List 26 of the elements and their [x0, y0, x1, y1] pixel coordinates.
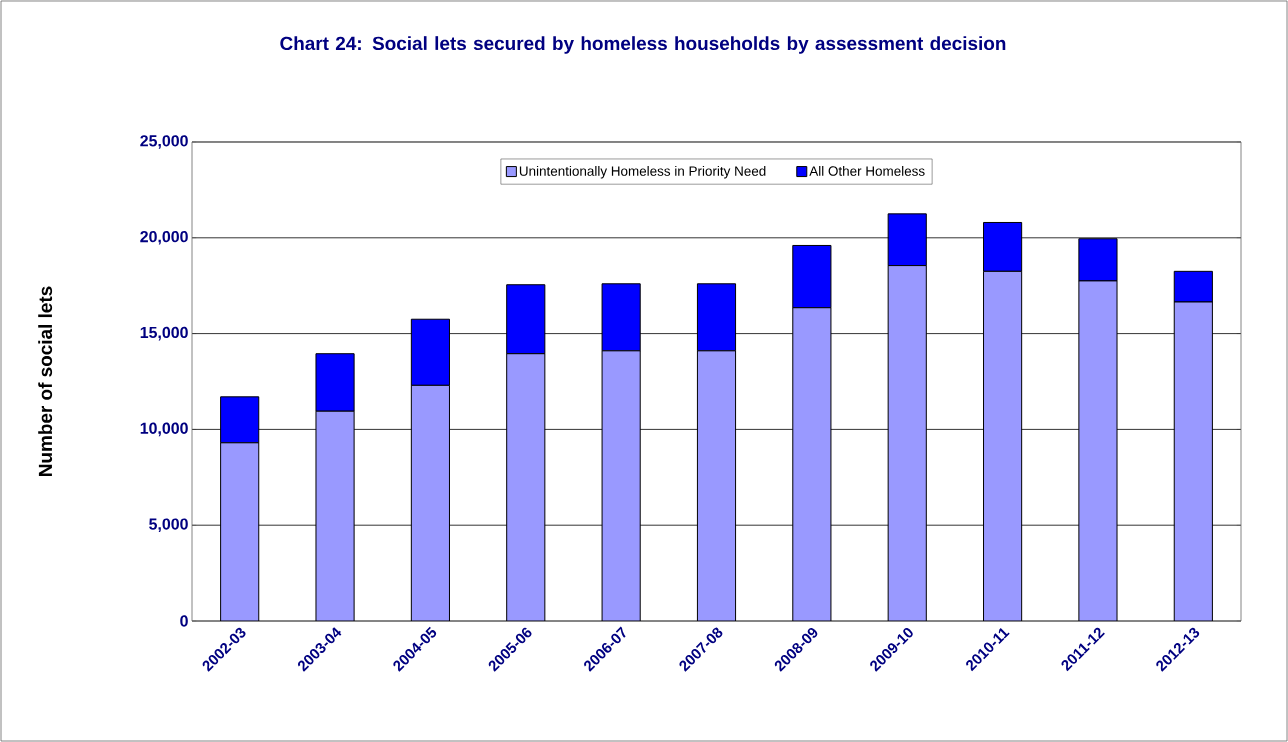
bar — [506, 353, 546, 621]
bar — [315, 353, 355, 412]
y-tick-label: 10,000 — [140, 422, 188, 437]
bar — [1078, 280, 1118, 621]
y-tick-label: 5,000 — [149, 518, 188, 532]
bar — [983, 270, 1023, 621]
chart-title: Chart 24: Social lets secured by homeless households by assessment decision — [280, 36, 1006, 54]
y-tick-label: 15,000 — [140, 326, 188, 341]
bar — [887, 265, 927, 621]
bar — [315, 410, 355, 621]
bar — [506, 284, 546, 355]
y-tick-label: 20,000 — [140, 231, 188, 245]
bar — [696, 283, 737, 352]
bar — [410, 318, 450, 386]
bar — [1173, 301, 1213, 621]
legend-label: Unintentionally Homeless in Priority Need — [519, 165, 766, 179]
bar — [220, 442, 260, 621]
y-tick-label: 25,000 — [140, 135, 188, 149]
bar — [601, 283, 641, 352]
bar — [696, 350, 737, 621]
bar — [601, 350, 641, 621]
y-tick-label: 0 — [180, 615, 188, 627]
y-axis-title: Number of social lets — [38, 286, 53, 476]
legend-label: All Other Homeless — [809, 165, 925, 176]
bar — [410, 384, 450, 621]
bar — [792, 307, 832, 621]
